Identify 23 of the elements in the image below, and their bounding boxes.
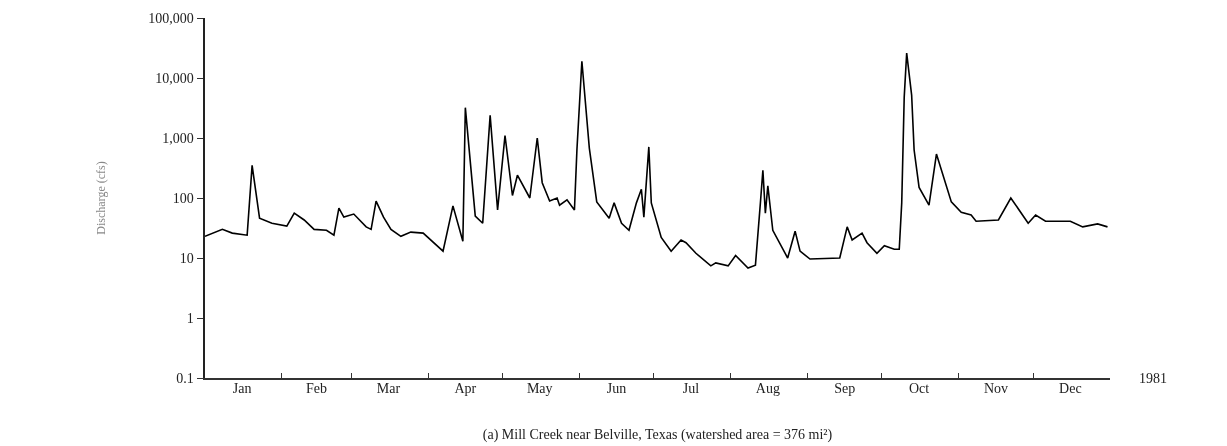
- text: (a) Mill Creek near Belville, Texas (watershed area = 376 mi²): [482, 427, 833, 444]
- x-tick-label: Nov: [983, 381, 1009, 396]
- y-axis-title: Discharge (cfs): [94, 161, 109, 235]
- x-tick-label: Jan: [232, 381, 252, 396]
- x-tick-label: Aug: [755, 381, 780, 396]
- x-tick-label: Oct: [908, 381, 930, 396]
- y-tick-label: 1: [186, 310, 194, 326]
- x-tick-label: Apr: [454, 381, 477, 396]
- y-tick-label: 100: [172, 190, 194, 206]
- y-tick-label: 10: [179, 250, 194, 266]
- line-series: [205, 52, 1109, 269]
- text: 1981: [1139, 371, 1167, 386]
- y-tick-label: 1,000: [162, 130, 194, 146]
- x-tick-label: Mar: [376, 381, 401, 396]
- x-tick-label: Jul: [682, 381, 700, 396]
- y-tick-label: 100,000: [148, 10, 194, 26]
- y-tick-label: 0.1: [176, 370, 194, 386]
- x-tick-label: Jun: [606, 381, 627, 396]
- y-tick-label: 10,000: [155, 70, 194, 86]
- x-tick-label: Feb: [306, 381, 328, 396]
- x-tick-label: Sep: [834, 381, 856, 396]
- x-tick-label: Dec: [1059, 381, 1082, 396]
- x-tick-label: May: [526, 381, 553, 396]
